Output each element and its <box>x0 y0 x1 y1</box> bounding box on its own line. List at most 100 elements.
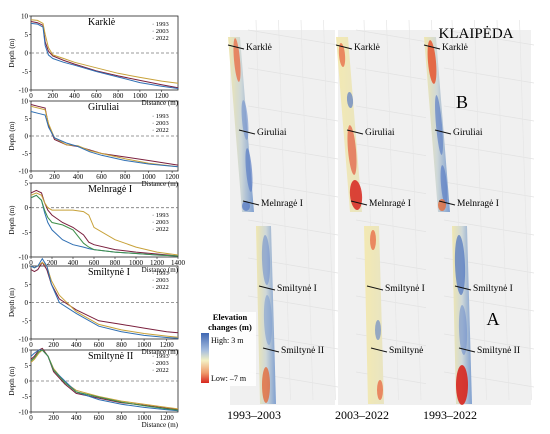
y-tick-label: 5 <box>25 362 29 370</box>
series-line <box>30 349 179 412</box>
legend-entry: · 1993 <box>152 270 169 277</box>
x-tick-label: 1200 <box>160 341 175 349</box>
y-tick-label: -5 <box>22 150 28 158</box>
transect-marker <box>458 347 476 353</box>
series-line <box>30 19 179 84</box>
x-tick-label: 1200 <box>160 414 175 422</box>
series-line <box>30 349 179 411</box>
x-tick-label: 400 <box>68 259 79 267</box>
land <box>338 30 443 405</box>
legend-entry: · 2022 <box>152 35 169 42</box>
y-tick-label: -5 <box>22 229 28 237</box>
y-tick-label: 0 <box>25 299 29 307</box>
series-line <box>30 192 179 256</box>
transect-marker <box>242 200 260 206</box>
x-tick-label: 800 <box>116 341 127 349</box>
transect-marker <box>454 285 472 291</box>
change-patch <box>261 235 271 285</box>
y-tick-label: 5 <box>25 115 29 123</box>
y-axis-label: Depth (m) <box>8 38 16 68</box>
road <box>247 143 339 160</box>
road <box>496 19 510 401</box>
series-line <box>30 111 179 168</box>
series-line <box>30 257 179 339</box>
road <box>443 105 535 122</box>
legend-entry: · 1993 <box>152 212 169 219</box>
plot-frame <box>30 182 179 258</box>
legend-title: Elevation <box>213 312 248 322</box>
chart-title: Smiltynė I <box>88 267 130 278</box>
y-tick-label: 0 <box>25 50 29 58</box>
y-tick-label: 10 <box>21 347 29 355</box>
land <box>426 30 531 405</box>
site-label: Smiltynė II <box>281 346 324 356</box>
legend-entry: · 2003 <box>152 360 169 367</box>
transect-marker <box>258 285 276 291</box>
period-label: 1993–2022 <box>423 408 477 422</box>
y-tick-label: -10 <box>19 168 29 176</box>
x-tick-label: 600 <box>96 173 107 181</box>
x-tick-label: 1000 <box>133 92 148 100</box>
x-axis-label: Distance (m) <box>142 421 179 429</box>
transect-marker <box>423 44 441 50</box>
x-tick-label: 0 <box>29 173 33 181</box>
chart-title: Smiltynė II <box>88 351 133 362</box>
x-tick-label: 1200 <box>165 173 180 181</box>
y-axis-label: Depth (m) <box>8 287 16 317</box>
x-tick-label: 600 <box>89 259 100 267</box>
y-tick-label: -5 <box>22 317 28 325</box>
legend-entry: · 2003 <box>152 277 169 284</box>
road <box>408 19 422 401</box>
y-tick-label: 10 <box>21 13 29 21</box>
legend-entry: · 2022 <box>152 284 169 291</box>
change-patch <box>245 148 253 192</box>
x-axis-label: Distance (m) <box>142 99 179 107</box>
change-patch <box>458 305 468 355</box>
x-tick-label: 800 <box>120 173 131 181</box>
road <box>443 67 535 84</box>
site-label: Smiltynė I <box>385 284 425 294</box>
site-label: Giruliai <box>453 128 483 138</box>
road <box>474 19 487 401</box>
x-tick-label: 200 <box>47 259 58 267</box>
x-axis-label: Distance (m) <box>142 348 179 356</box>
x-tick-label: 400 <box>73 173 84 181</box>
chart-title: Melnragė I <box>88 184 132 195</box>
series-line <box>30 105 179 168</box>
legend-entry: · 1993 <box>152 21 169 28</box>
site-label: Melnragė I <box>369 199 411 209</box>
city-label: KLAIPĖDA <box>439 26 514 42</box>
road <box>247 105 339 122</box>
change-patch <box>262 367 270 403</box>
series-line <box>30 194 179 257</box>
road <box>519 19 532 401</box>
y-tick-label: 10 <box>21 98 29 106</box>
change-patch <box>263 295 273 345</box>
site-label: Giruliai <box>257 128 287 138</box>
road <box>300 19 314 401</box>
road <box>443 143 535 160</box>
change-patch <box>377 380 383 400</box>
legend-title: changes (m) <box>208 322 252 332</box>
map-panel: Karklė Giruliai Melnragė I Smiltynė I Smilty… <box>423 19 535 422</box>
x-tick-label: 600 <box>94 414 105 422</box>
transect-marker <box>350 200 368 206</box>
change-patch <box>435 95 443 155</box>
profile-chart: -10 -5 0 5 0 200 400 600 800 1000 1200 1400 Depth (m… <box>8 180 186 275</box>
road <box>443 181 535 198</box>
period-label: 2003–2022 <box>335 408 389 422</box>
x-tick-label: 800 <box>110 259 121 267</box>
road <box>247 67 339 84</box>
x-tick-label: 1000 <box>142 173 157 181</box>
elevation-change-maps: Karklė Giruliai Melnragė I Smiltynė I Smilty… <box>198 19 535 422</box>
change-patch <box>242 201 250 211</box>
x-tick-label: 600 <box>94 341 105 349</box>
x-axis-label: Distance (m) <box>142 180 179 188</box>
legend-entry: · 1993 <box>152 353 169 360</box>
transect-marker <box>227 44 245 50</box>
change-patch <box>338 43 346 67</box>
road <box>443 219 535 236</box>
transect-marker <box>366 285 384 291</box>
elevation-strip <box>364 226 384 404</box>
